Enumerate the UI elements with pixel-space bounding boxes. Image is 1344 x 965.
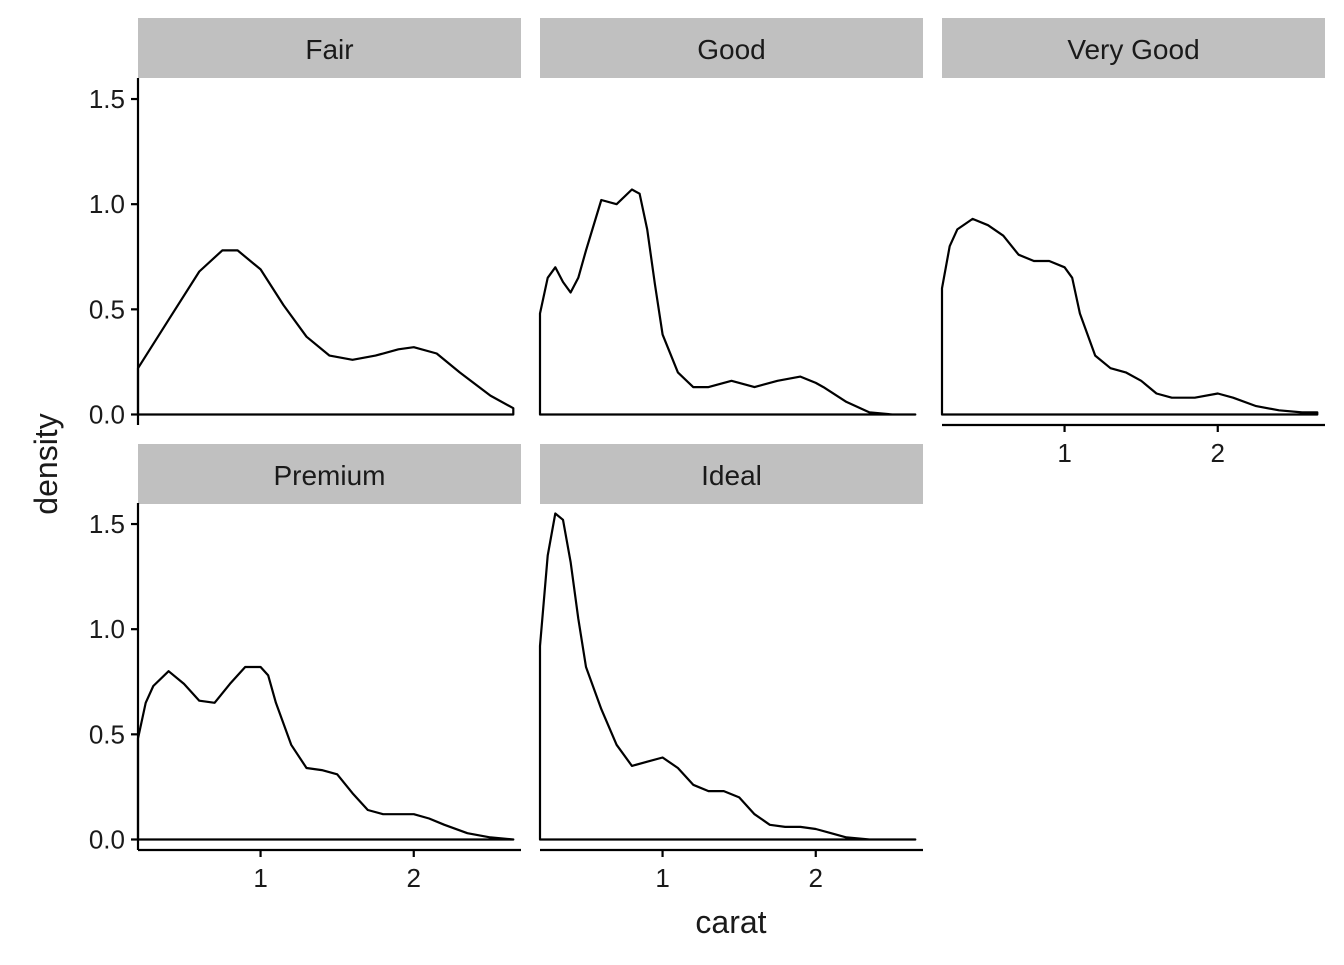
strip-label-ideal: Ideal xyxy=(701,460,762,491)
y-tick-label-fair: 0.5 xyxy=(89,294,125,324)
strip-good xyxy=(540,18,923,78)
strip-fair xyxy=(138,18,521,78)
y-tick-label-premium: 1.5 xyxy=(89,509,125,539)
panel-ideal: Ideal 1 2 xyxy=(538,444,923,893)
x-tick-label-premium: 1 xyxy=(253,863,267,893)
x-tick-label-very-good: 1 xyxy=(1057,438,1071,468)
x-axis-title: carat xyxy=(695,904,766,940)
strip-ideal xyxy=(540,444,923,504)
y-tick-label-fair: 0.0 xyxy=(89,399,125,429)
panel-premium: Premium 0.0 0.5 1.0 1.5 1 2 xyxy=(89,444,521,893)
density-area-fair xyxy=(136,249,515,416)
y-tick-label-premium: 0.0 xyxy=(89,824,125,854)
strip-premium xyxy=(138,444,521,504)
x-tick-label-ideal: 2 xyxy=(809,863,823,893)
strip-label-fair: Fair xyxy=(305,34,353,65)
strip-very-good xyxy=(942,18,1325,78)
y-tick-label-premium: 0.5 xyxy=(89,719,125,749)
density-area-good xyxy=(538,188,917,416)
x-tick-label-ideal: 1 xyxy=(655,863,669,893)
y-tick-label-fair: 1.0 xyxy=(89,189,125,219)
panel-fair: Fair 0.0 0.5 1.0 1.5 xyxy=(89,18,521,429)
panel-very-good: Very Good 1 2 xyxy=(940,18,1325,468)
panels-layer: Fair 0.0 0.5 1.0 1.5 Good Very Good 1 2 Premium 0.… xyxy=(89,18,1325,893)
strip-label-good: Good xyxy=(697,34,766,65)
x-tick-label-very-good: 2 xyxy=(1211,438,1225,468)
density-area-ideal xyxy=(538,512,917,841)
density-area-premium xyxy=(136,665,515,841)
y-tick-label-premium: 1.0 xyxy=(89,614,125,644)
y-tick-label-fair: 1.5 xyxy=(89,84,125,114)
strip-label-premium: Premium xyxy=(273,460,385,491)
panel-good: Good xyxy=(538,18,923,416)
x-tick-label-premium: 2 xyxy=(407,863,421,893)
y-axis-title: density xyxy=(28,413,64,514)
density-area-very-good xyxy=(940,217,1319,416)
strip-label-very-good: Very Good xyxy=(1067,34,1199,65)
